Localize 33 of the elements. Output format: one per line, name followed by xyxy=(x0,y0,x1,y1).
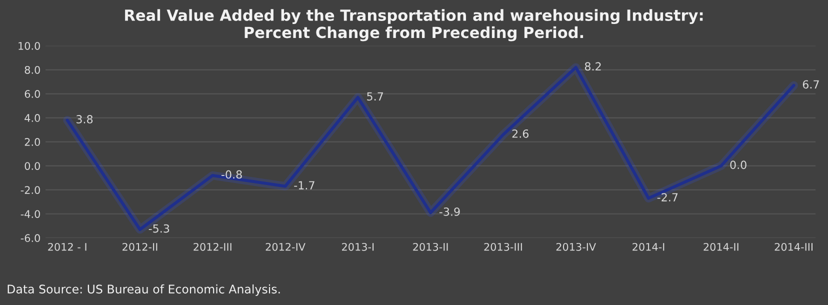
data-label: 8.2 xyxy=(584,62,601,71)
x-tick-label: 2013-II xyxy=(413,242,448,251)
y-tick-label: 4.0 xyxy=(24,114,40,122)
y-tick-label: 10.0 xyxy=(18,42,40,50)
y-tick-label: -2.0 xyxy=(20,186,40,194)
data-label: 2.6 xyxy=(512,129,529,138)
x-tick-label: 2013-I xyxy=(342,242,374,251)
x-tick-label: 2012-IV xyxy=(266,242,306,251)
y-tick-label: 8.0 xyxy=(24,66,40,74)
data-label: -2.7 xyxy=(657,193,678,202)
data-label: 0.0 xyxy=(730,160,746,170)
data-label: -5.3 xyxy=(148,224,170,233)
data-label: -1.7 xyxy=(294,181,314,190)
x-tick-label: 2014-II xyxy=(704,242,738,251)
data-label: 5.7 xyxy=(367,92,383,101)
y-tick-label: 2.0 xyxy=(24,138,40,146)
x-tick-label: 2012 - I xyxy=(48,242,86,251)
x-tick-label: 2014-I xyxy=(632,242,664,251)
x-tick-label: 2013-IV xyxy=(556,242,596,251)
source-note: Data Source: US Bureau of Economic Analysis. xyxy=(8,284,280,296)
data-label: -0.8 xyxy=(222,170,242,179)
x-tick-label: 2012-III xyxy=(194,242,232,251)
x-tick-label: 2013-III xyxy=(484,242,522,251)
data-label: -3.9 xyxy=(439,208,460,216)
chart-title: Real Value Added by the Transportation and warehousing Industry: Percent Change from Preceding Period. xyxy=(125,9,703,42)
x-tick-label: 2012-II xyxy=(122,242,158,251)
y-tick-label: -4.0 xyxy=(20,210,40,218)
y-tick-label: 6.0 xyxy=(24,90,40,98)
x-tick-label: 2014-III xyxy=(774,242,813,251)
y-tick-label: 0.0 xyxy=(24,162,40,170)
y-tick-label: -6.0 xyxy=(20,234,40,242)
data-label: 3.8 xyxy=(76,115,93,124)
data-label: 6.7 xyxy=(802,80,819,89)
